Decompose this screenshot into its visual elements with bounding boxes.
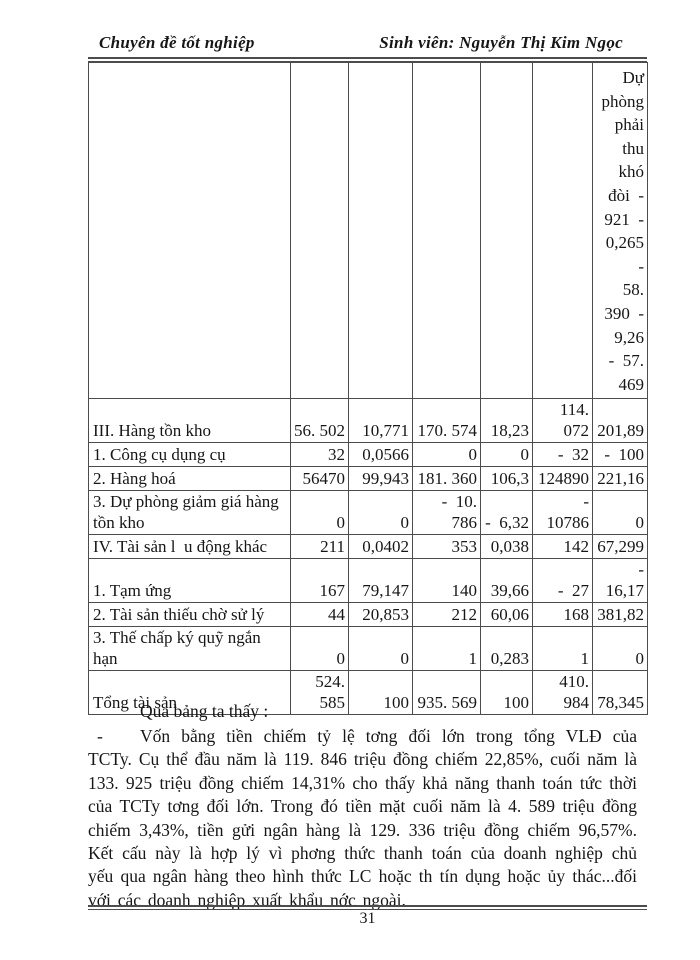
table-row: 1. Công cụ dụng cụ 32 0,0566 0 0- 32- 100 — [88, 442, 648, 467]
table-row: 2. Hàng hoá 56470 99,943 181. 360 106,3 12489… — [88, 466, 648, 491]
row-label-cell: III. Hàng tồn kho — [88, 398, 291, 443]
value-cell: 79,147 — [348, 558, 413, 603]
value-cell: 170. 574 — [412, 398, 481, 443]
value-cell: - 6,32 — [480, 490, 533, 535]
table-row: 3. Thế chấp ký quỹ ngắn hạn 0 0 1 0,283 1 0 — [88, 626, 648, 671]
value-cell: 10,771 — [348, 398, 413, 443]
value-cell: 39,66 — [480, 558, 533, 603]
value-cell: 0 — [290, 626, 349, 671]
value-cell: - 27 — [532, 558, 593, 603]
value-cell: 99,943 — [348, 466, 413, 491]
header-title-left: Chuyên đề tốt nghiệp — [99, 33, 255, 52]
row-label-cell: 1. Tạm ứng — [88, 558, 291, 603]
value-cell: 114. 072 — [532, 398, 593, 443]
value-cell: - 32 — [532, 442, 593, 467]
row-label-cell: 3. Thế chấp ký quỹ ngắn hạn — [88, 626, 291, 671]
value-cell: 44 — [290, 602, 349, 627]
value-cell: 181. 360 — [412, 466, 481, 491]
value-cell: 124890 — [532, 466, 593, 491]
row-label-cell: 3. Dự phòng giảm giá hàng tồn kho — [88, 490, 291, 535]
value-cell — [480, 62, 533, 399]
table-row: 2. Tài sản thiếu chờ sử lý 44 20,853 212 60,… — [88, 602, 648, 627]
value-cell: 0,283 — [480, 626, 533, 671]
row-label-cell: IV. Tài sản l u động khác — [88, 534, 291, 559]
value-cell: 0,038 — [480, 534, 533, 559]
table-row: III. Hàng tồn kho 56. 502 10,771 170. 574 18… — [88, 398, 648, 443]
financial-table: Dự phòng phải thu khó đòi - 921 - 0,265 … — [88, 62, 648, 715]
row-label-cell — [88, 62, 291, 399]
value-cell — [532, 62, 593, 399]
row-label-cell: Tổng tài sản — [88, 670, 291, 715]
table-row: Tổng tài sản 524. 585 100 935. 569 100 410. 9… — [88, 670, 648, 715]
value-cell: 20,853 — [348, 602, 413, 627]
value-cell: 1 — [412, 626, 481, 671]
table-row: 1. Tạm ứng 167 79,147 140 39,66- 27- 16,17 — [88, 558, 648, 603]
row-label-cell: 1. Công cụ dụng cụ — [88, 442, 291, 467]
value-cell: 0,0402 — [348, 534, 413, 559]
value-cell: 56. 502 — [290, 398, 349, 443]
header-author-right: Sinh viên: Nguyễn Thị Kim Ngọc — [379, 33, 623, 52]
footer-rule — [88, 905, 647, 910]
row-label-cell: 2. Hàng hoá — [88, 466, 291, 491]
value-cell: 67,299 — [592, 534, 648, 559]
intro-line: Qua bảng ta thấy : — [140, 701, 269, 721]
table-row: 3. Dự phòng giảm giá hàng tồn kho 0 0- 10.… — [88, 490, 648, 535]
value-cell: 0 — [348, 490, 413, 535]
table-body: Dự phòng phải thu khó đòi - 921 - 0,265 … — [88, 62, 648, 715]
value-cell: 0,0566 — [348, 442, 413, 467]
value-cell: 211 — [290, 534, 349, 559]
value-cell: - 10786 — [532, 490, 593, 535]
value-cell: - 10. 786 — [412, 490, 481, 535]
value-cell: Dự phòng phải thu khó đòi - 921 - 0,265 … — [592, 62, 648, 399]
value-cell: 56470 — [290, 466, 349, 491]
value-cell: 0 — [290, 490, 349, 535]
value-cell: 142 — [532, 534, 593, 559]
page-header: Chuyên đề tốt nghiệp Sinh viên: Nguyễn T… — [88, 33, 647, 53]
value-cell: 212 — [412, 602, 481, 627]
value-cell: 32 — [290, 442, 349, 467]
value-cell: - 100 — [592, 442, 648, 467]
paragraph-text: Vốn bằng tiền chiếm tỷ lệ tơng đối lớn t… — [88, 726, 637, 910]
bullet-dash: - — [97, 726, 103, 746]
value-cell: 167 — [290, 558, 349, 603]
header-rule — [88, 57, 647, 62]
value-cell: 221,16 — [592, 466, 648, 491]
value-cell — [348, 62, 413, 399]
value-cell — [412, 62, 481, 399]
row-label-cell: 2. Tài sản thiếu chờ sử lý — [88, 602, 291, 627]
value-cell: 18,23 — [480, 398, 533, 443]
table-row: IV. Tài sản l u động khác 211 0,0402 353 0,0… — [88, 534, 648, 559]
analysis-paragraph: - Vốn bằng tiền chiếm tỷ lệ tơng đối lớn… — [88, 725, 637, 912]
value-cell: 0 — [412, 442, 481, 467]
value-cell: 168 — [532, 602, 593, 627]
value-cell: 935. 569 — [412, 670, 481, 715]
value-cell: 353 — [412, 534, 481, 559]
value-cell: 1 — [532, 626, 593, 671]
value-cell: 0 — [480, 442, 533, 467]
value-cell: 0 — [348, 626, 413, 671]
value-cell: 0 — [592, 626, 648, 671]
table-row: Dự phòng phải thu khó đòi - 921 - 0,265 … — [88, 62, 648, 399]
value-cell: 381,82 — [592, 602, 648, 627]
value-cell — [290, 62, 349, 399]
value-cell: 201,89 — [592, 398, 648, 443]
value-cell: 524. 585 — [290, 670, 349, 715]
value-cell: 0 — [592, 490, 648, 535]
value-cell: 78,345 — [592, 670, 648, 715]
page-number: 31 — [359, 910, 376, 927]
value-cell: 100 — [480, 670, 533, 715]
value-cell: 106,3 — [480, 466, 533, 491]
value-cell: 60,06 — [480, 602, 533, 627]
value-cell: 140 — [412, 558, 481, 603]
value-cell: - 16,17 — [592, 558, 648, 603]
